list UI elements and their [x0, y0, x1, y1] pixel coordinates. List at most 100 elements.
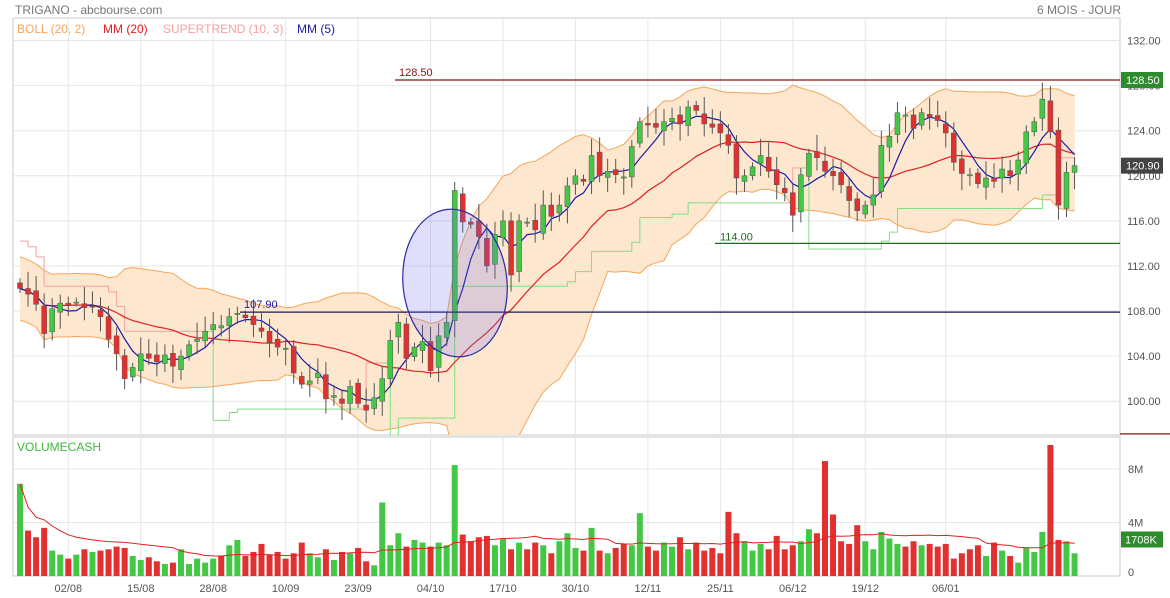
chart-period[interactable]: 6 MOIS - JOUR — [1036, 3, 1121, 17]
volume-bar — [644, 546, 651, 576]
candle-body — [540, 204, 546, 234]
candle-body — [1047, 100, 1054, 133]
volume-bar — [701, 550, 708, 576]
volume-mm-line — [19, 483, 1075, 557]
date-axis-label: 10/09 — [272, 583, 300, 595]
volume-bar — [89, 551, 96, 576]
legend-mm20: MM (20) — [103, 22, 148, 36]
supertrend-segment — [881, 232, 890, 242]
candle-body — [524, 221, 530, 224]
candle-body — [910, 114, 917, 129]
volume-bar — [910, 541, 917, 576]
volume-bar — [379, 502, 386, 576]
volume-bar — [548, 553, 555, 576]
volume-bar — [556, 541, 563, 576]
candle-body — [234, 313, 241, 315]
volume-bar — [491, 545, 498, 576]
volume-bar — [620, 543, 627, 576]
volume-bar — [298, 542, 305, 576]
volume-bar — [612, 547, 619, 576]
support-low-label: 107.90 — [244, 299, 278, 311]
candle-body — [299, 376, 305, 385]
volume-bar — [999, 550, 1006, 576]
volume-bar — [121, 547, 128, 576]
date-axis-label: 19/12 — [851, 583, 879, 595]
candle-body — [604, 171, 611, 178]
candle-body — [846, 186, 852, 201]
volume-bar — [524, 549, 531, 576]
volume-axis-label: 0 — [1128, 567, 1134, 579]
candle-body — [556, 204, 563, 214]
candle-body — [371, 397, 377, 409]
candle-body — [25, 288, 31, 295]
volume-bar — [97, 550, 104, 576]
volume-bar — [950, 558, 957, 576]
volume-bar — [266, 554, 273, 576]
volume-bar — [886, 538, 893, 576]
volume-bar — [966, 549, 973, 576]
date-axis-label: 02/08 — [55, 583, 83, 595]
volume-bar — [153, 561, 160, 576]
volume-badge-text: 1708K — [1125, 534, 1157, 546]
candle-body — [1023, 131, 1029, 164]
volume-bar — [65, 558, 72, 576]
candle-body — [186, 344, 192, 357]
candle-body — [653, 123, 659, 128]
volume-bar — [403, 546, 410, 576]
candle-body — [862, 204, 868, 215]
candle-body — [733, 143, 740, 179]
candle-body — [975, 172, 981, 184]
candle-body — [572, 175, 579, 185]
candle-body — [154, 354, 160, 362]
candle-body — [129, 367, 136, 378]
candle-body — [548, 204, 555, 217]
supertrend-segment — [116, 306, 126, 332]
price-axis-label: 124.00 — [1127, 126, 1161, 138]
volume-bar — [451, 465, 458, 576]
date-axis-label: 28/08 — [199, 583, 227, 595]
supertrend-segment — [623, 242, 633, 252]
candle-body — [427, 341, 434, 372]
supertrend-segment — [889, 208, 898, 233]
candle-body — [951, 132, 957, 163]
highlight-ellipse — [402, 208, 508, 358]
volume-bar — [669, 546, 676, 576]
support-high-label: 114.00 — [720, 231, 753, 243]
candle-body — [934, 115, 941, 121]
volume-bar — [813, 533, 820, 576]
candle-body — [451, 190, 458, 321]
candle-body — [170, 353, 176, 367]
candle-body — [725, 134, 732, 146]
volume-bar — [596, 550, 603, 576]
candle-body — [210, 324, 216, 330]
volume-bar — [580, 550, 587, 576]
volume-bar — [789, 545, 796, 576]
candle-body — [178, 355, 184, 370]
candle-body — [926, 114, 933, 118]
supertrend-segment — [108, 291, 118, 307]
volume-bar — [878, 531, 885, 576]
volume-bar — [781, 549, 788, 576]
candle-body — [580, 178, 587, 182]
volume-bar — [709, 547, 716, 576]
candle-body — [258, 327, 265, 332]
date-axis-label: 04/10 — [417, 583, 445, 595]
candle-body — [226, 316, 233, 326]
candle-body — [693, 105, 699, 111]
candle-body — [113, 335, 120, 355]
volume-bar — [322, 549, 329, 576]
volume-bar — [25, 530, 32, 576]
supertrend-segment — [583, 251, 593, 273]
candle-body — [765, 156, 772, 172]
candle-body — [347, 386, 353, 404]
level-badge-text: 128.50 — [1126, 75, 1160, 87]
candle-body — [629, 146, 635, 178]
volume-bar — [306, 553, 313, 576]
volume-bar — [218, 555, 225, 576]
volume-bar — [773, 535, 780, 576]
legend-boll: BOLL (20, 2) — [17, 22, 86, 36]
candle-body — [339, 398, 345, 404]
volume-bar — [1055, 539, 1062, 576]
candle-body — [999, 168, 1005, 179]
candle-body — [290, 346, 297, 374]
